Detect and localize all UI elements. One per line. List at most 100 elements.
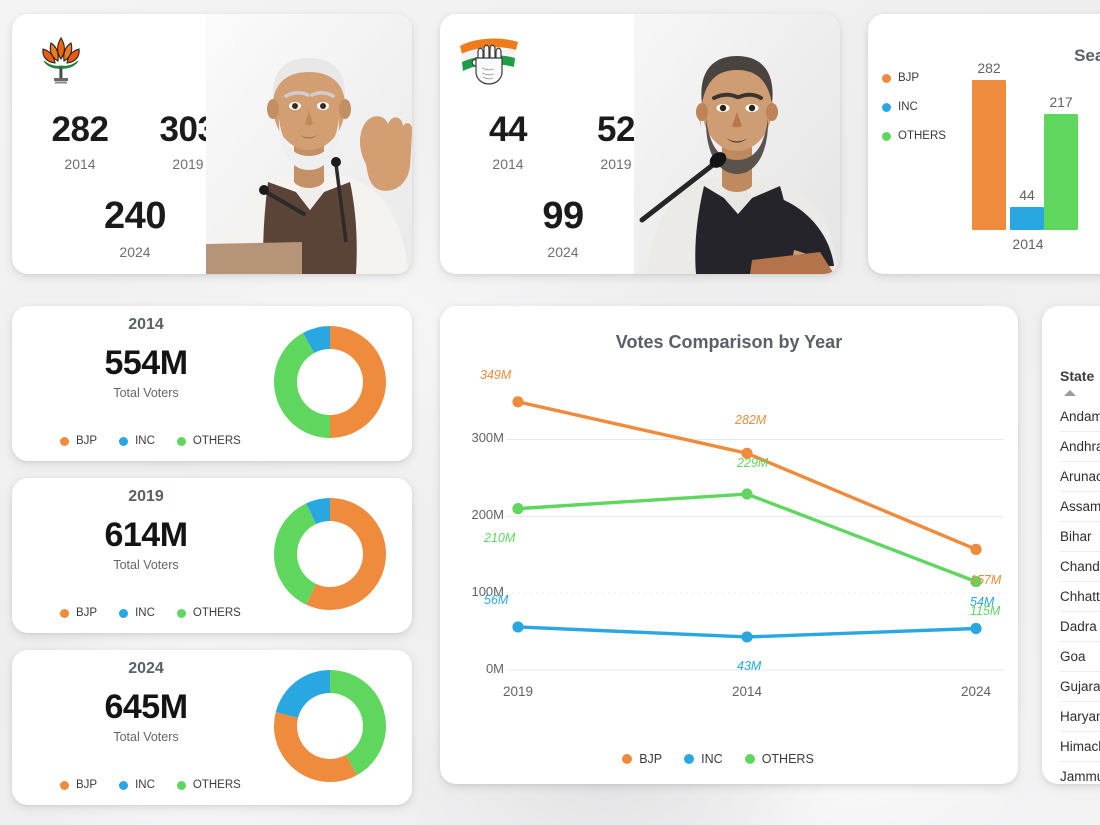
inc-color-dot (119, 436, 129, 446)
legend-item-others[interactable]: OTHERS (176, 435, 241, 447)
legend-item-bjp[interactable]: BJP (882, 72, 919, 84)
table-row[interactable]: Bihar (1060, 522, 1100, 552)
table-row[interactable]: Assam (1060, 492, 1100, 522)
legend-item-bjp[interactable]: BJP (60, 607, 97, 619)
line-series-others[interactable] (516, 492, 978, 584)
inc-seats-2024-year: 2024 (547, 244, 579, 260)
legend-label-others: OTHERS (761, 752, 814, 766)
bjp-seats-2014-year: 2014 (64, 156, 96, 172)
table-row[interactable]: Andhra Pradesh (1060, 432, 1100, 462)
donut-slice-others[interactable] (274, 332, 330, 438)
table-row[interactable]: Himachal Pradesh (1060, 732, 1100, 762)
inc-seats-2019-year: 2019 (600, 156, 632, 172)
votes-line-chart-card[interactable]: Votes Comparison by Year 0M 100M 200M 300M 2… (440, 306, 1018, 784)
table-row[interactable]: Chandigarh (1060, 552, 1100, 582)
inc-stat-2024: 99 2024 (508, 197, 618, 260)
data-point-bjp-2024[interactable] (970, 543, 982, 555)
legend-item-others[interactable]: OTHERS (744, 752, 814, 766)
voters-donut-2024[interactable] (266, 662, 394, 790)
donut-slice-bjp[interactable] (306, 498, 386, 610)
legend-label-bjp: BJP (76, 435, 98, 447)
congress-hand-logo (458, 28, 520, 86)
voters-legend-2014: BJP INC OTHERS (60, 435, 263, 447)
legend-label-others: OTHERS (898, 130, 946, 142)
states-table-card[interactable]: State Andaman & Nicobar IslandsAndhra Pr… (1042, 306, 1100, 784)
inc-summary-card[interactable]: 44 2014 52 2019 99 2024 (440, 14, 840, 274)
seats-chart-title: Seat (1074, 46, 1100, 65)
voters-card-2014[interactable]: 2014 554M Total Voters BJP INC OTHERS (12, 306, 412, 461)
inc-stat-2019: 52 2019 (570, 112, 662, 172)
bjp-seats-2024-value: 240 (104, 195, 166, 237)
legend-item-bjp[interactable]: BJP (622, 752, 662, 766)
donut-slice-bjp[interactable] (274, 712, 357, 782)
point-label-inc-2014: 43M (737, 658, 762, 673)
line-chart-title: Votes Comparison by Year (615, 332, 843, 352)
legend-label-bjp: BJP (76, 607, 98, 619)
donut-slice-others[interactable] (330, 670, 386, 776)
table-row[interactable]: Goa (1060, 642, 1100, 672)
legend-item-inc[interactable]: INC (119, 435, 155, 447)
donut-slice-inc[interactable] (303, 326, 330, 354)
y-axis-tick-300M: 300M (471, 430, 504, 446)
bjp-seats-2024-year: 2024 (119, 244, 151, 260)
inc-seats-2019-value: 52 (597, 110, 635, 149)
legend-item-others[interactable]: OTHERS (176, 607, 241, 619)
bar-fill-inc (1010, 207, 1044, 230)
bar-fill-bjp (972, 80, 1006, 230)
voters-label-2014: Total Voters (113, 386, 179, 400)
legend-item-inc[interactable]: INC (882, 101, 918, 113)
data-point-bjp-2019[interactable] (512, 396, 524, 408)
donut-slice-inc[interactable] (306, 498, 330, 525)
point-label-others-2024: 115M (970, 603, 1001, 618)
voters-year-2024: 2024 (128, 660, 164, 677)
legend-item-inc[interactable]: INC (119, 779, 155, 791)
legend-item-others[interactable]: OTHERS (176, 779, 241, 791)
data-point-inc-2024[interactable] (970, 622, 982, 635)
bar-inc[interactable]: 44 (1010, 187, 1044, 230)
legend-label-inc: INC (135, 607, 155, 619)
voters-donut-2019[interactable] (266, 490, 394, 618)
sort-ascending-arrow[interactable] (1064, 390, 1076, 396)
table-row[interactable]: Arunachal Pradesh (1060, 462, 1100, 492)
data-point-inc-2014[interactable] (741, 631, 753, 643)
donut-slice-others[interactable] (274, 503, 316, 605)
legend-item-inc[interactable]: INC (684, 752, 723, 766)
table-row[interactable]: Andaman & Nicobar Islands (1060, 402, 1100, 432)
legend-item-inc[interactable]: INC (119, 607, 155, 619)
data-point-others-2019[interactable] (512, 503, 524, 515)
voters-card-2019[interactable]: 2019 614M Total Voters BJP INC OTHERS (12, 478, 412, 633)
table-row[interactable]: Dadra & Nagar Haveli (1060, 612, 1100, 642)
table-row[interactable]: Chhattisgarh (1060, 582, 1100, 612)
bjp-summary-card[interactable]: 282 2014 303 2019 240 2024 (12, 14, 412, 274)
legend-item-bjp[interactable]: BJP (60, 435, 97, 447)
data-point-others-2014[interactable] (741, 488, 753, 500)
bar-others[interactable]: 217 (1044, 94, 1078, 230)
bar-bjp[interactable]: 282 (972, 60, 1006, 230)
x-axis-tick-2019: 2019 (502, 684, 534, 699)
voters-card-2024[interactable]: 2024 645M Total Voters BJP INC OTHERS (12, 650, 412, 805)
table-row[interactable]: Haryana (1060, 702, 1100, 732)
table-column-header-state[interactable]: State (1060, 368, 1095, 384)
seats-bar-chart-card[interactable]: Seat BJP INC OTHERS 282 44 217 2014 (868, 14, 1100, 274)
line-chart-plot[interactable]: 0M 100M 200M 300M 2019 2014 2024 349M 282M 157M 56… (440, 360, 1018, 750)
legend-label-inc: INC (701, 752, 723, 766)
donut-slice-bjp[interactable] (330, 326, 386, 438)
voters-donut-2014[interactable] (266, 318, 394, 446)
legend-item-others[interactable]: OTHERS (882, 130, 946, 142)
table-row[interactable]: Jammu & Kashmir (1060, 762, 1100, 784)
data-point-bjp-2014[interactable] (741, 447, 753, 459)
legend-label-bjp: BJP (639, 752, 663, 766)
data-point-others-2024[interactable] (970, 576, 982, 588)
table-row[interactable]: Gujarat (1060, 672, 1100, 702)
bar-value-label-inc: 44 (1019, 187, 1035, 203)
legend-item-bjp[interactable]: BJP (60, 779, 97, 791)
data-point-inc-2019[interactable] (512, 621, 524, 633)
inc-color-dot (119, 608, 129, 618)
bjp-color-dot (60, 780, 69, 790)
voters-label-2019: Total Voters (113, 558, 179, 572)
legend-label-inc: INC (135, 779, 155, 791)
others-color-dot (882, 131, 891, 141)
point-label-bjp-2019: 349M (480, 367, 512, 382)
donut-slice-inc[interactable] (275, 670, 330, 718)
line-chart-svg (506, 396, 1004, 671)
